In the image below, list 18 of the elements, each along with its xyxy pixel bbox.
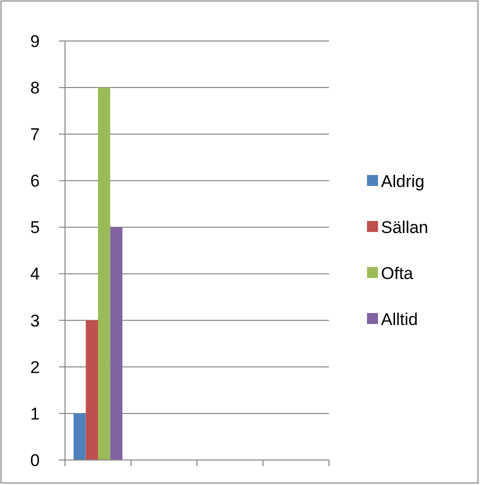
y-tick-label: 2 [30,358,40,377]
legend-label: Alltid [381,310,418,329]
legend-label: Ofta [381,264,414,283]
y-tick-label: 0 [30,450,40,470]
y-tick-label: 5 [30,218,40,238]
y-tick-label: 8 [30,78,40,98]
legend-label: Aldrig [381,172,424,191]
bar [86,320,98,460]
bar [98,88,110,460]
y-tick-label: 9 [30,32,40,51]
legend-label: Sällan [381,218,428,237]
bar [110,227,122,460]
y-tick-label: 6 [30,172,40,191]
y-tick-label: 3 [30,311,40,330]
bar [74,413,86,460]
y-tick-label: 7 [30,125,40,144]
y-tick-label: 4 [30,264,40,284]
y-tick-label: 1 [30,404,40,424]
